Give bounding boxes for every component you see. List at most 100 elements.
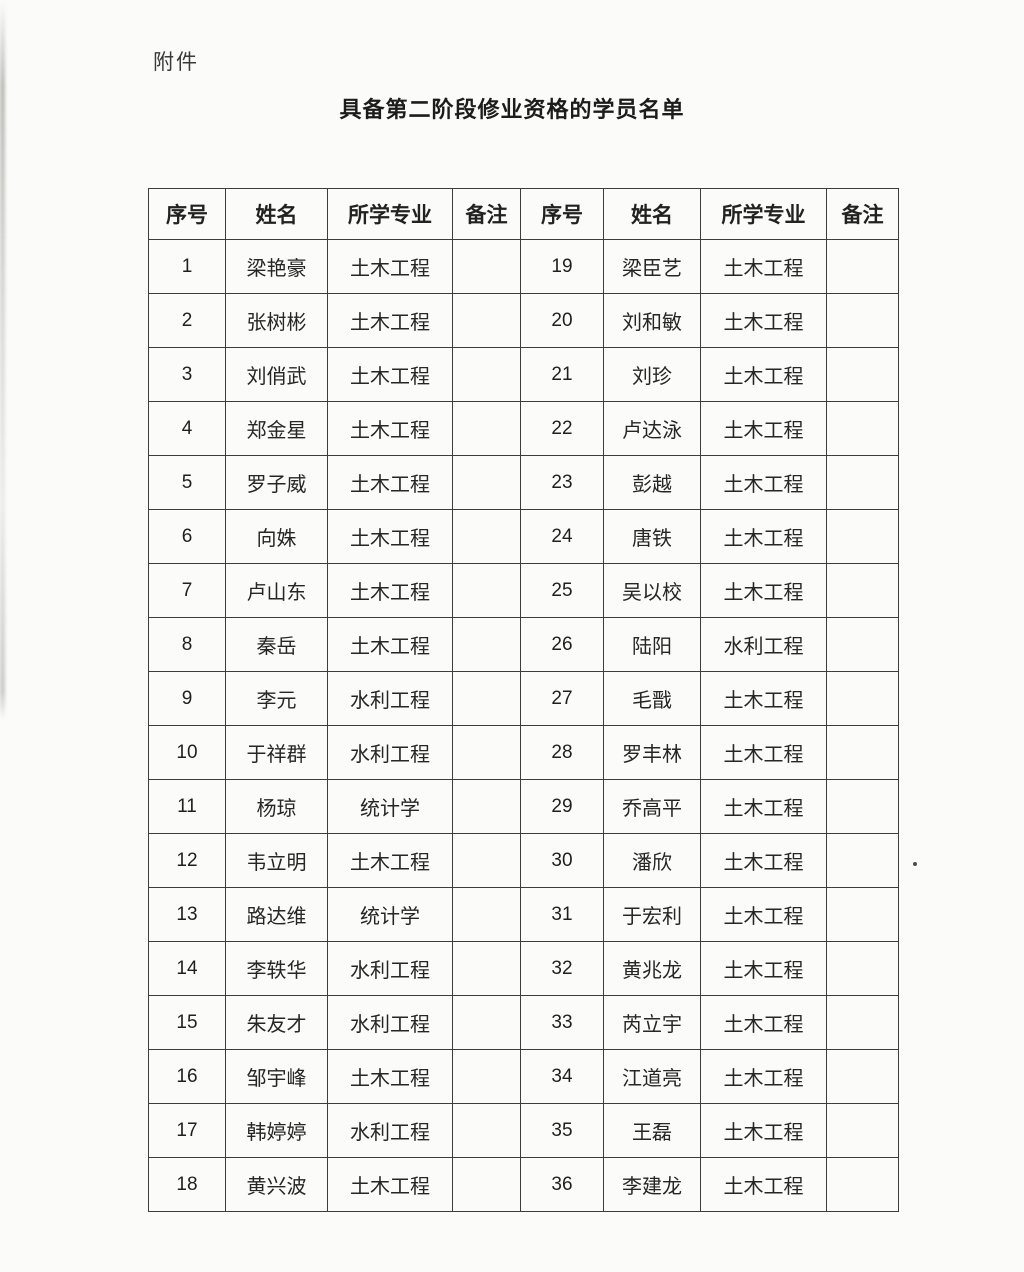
student-name-right: 黄兆龙	[603, 941, 701, 996]
major-left: 土木工程	[327, 1157, 453, 1212]
major-right: 土木工程	[700, 1103, 827, 1158]
note-right	[826, 617, 899, 672]
student-name-right: 陆阳	[603, 617, 701, 672]
row-number-left: 4	[148, 401, 226, 456]
major-left: 统计学	[327, 887, 453, 942]
student-name-left: 秦岳	[225, 617, 328, 672]
major-right: 土木工程	[700, 779, 827, 834]
note-left	[452, 671, 521, 726]
student-name-right: 李建龙	[603, 1157, 701, 1212]
student-name-right: 罗丰林	[603, 725, 701, 780]
row-number-right: 28	[520, 725, 604, 780]
major-right: 土木工程	[700, 509, 827, 564]
row-number-left: 13	[148, 887, 226, 942]
row-number-right: 24	[520, 509, 604, 564]
student-name-right: 毛戬	[603, 671, 701, 726]
student-name-left: 梁艳豪	[225, 239, 328, 294]
major-left: 土木工程	[327, 455, 453, 510]
student-name-left: 张树彬	[225, 293, 328, 348]
major-right: 土木工程	[700, 347, 827, 402]
note-right	[826, 1103, 899, 1158]
note-left	[452, 347, 521, 402]
table-row: 5 罗子威 土木工程 23 彭越 土木工程	[148, 455, 899, 510]
note-right	[826, 725, 899, 780]
note-left	[452, 779, 521, 834]
note-left	[452, 401, 521, 456]
major-left: 水利工程	[327, 671, 453, 726]
note-left	[452, 1049, 521, 1104]
row-number-left: 16	[148, 1049, 226, 1104]
student-name-right: 梁臣艺	[603, 239, 701, 294]
row-number-left: 12	[148, 833, 226, 888]
student-name-left: 李元	[225, 671, 328, 726]
student-name-left: 于祥群	[225, 725, 328, 780]
note-right	[826, 1157, 899, 1212]
page-title: 具备第二阶段修业资格的学员名单	[339, 97, 685, 122]
major-right: 土木工程	[700, 995, 827, 1050]
row-number-right: 21	[520, 347, 604, 402]
major-right: 土木工程	[700, 887, 827, 942]
scan-artifact-left-edge	[0, 0, 5, 720]
note-left	[452, 941, 521, 996]
col-header-note-left: 备注	[452, 188, 521, 240]
major-left: 土木工程	[327, 347, 453, 402]
note-right	[826, 995, 899, 1050]
row-number-left: 2	[148, 293, 226, 348]
major-left: 土木工程	[327, 1049, 453, 1104]
col-header-number-left: 序号	[148, 188, 226, 240]
student-name-left: 杨琼	[225, 779, 328, 834]
col-header-number-right: 序号	[520, 188, 604, 240]
student-name-right: 乔高平	[603, 779, 701, 834]
note-right	[826, 887, 899, 942]
major-right: 土木工程	[700, 1157, 827, 1212]
student-name-right: 刘和敏	[603, 293, 701, 348]
table-row: 13 路达维 统计学 31 于宏利 土木工程	[148, 887, 899, 942]
major-right: 土木工程	[700, 833, 827, 888]
major-left: 土木工程	[327, 239, 453, 294]
student-name-left: 路达维	[225, 887, 328, 942]
student-name-left: 黄兴波	[225, 1157, 328, 1212]
major-right: 土木工程	[700, 563, 827, 618]
note-right	[826, 833, 899, 888]
note-right	[826, 1049, 899, 1104]
student-name-left: 邹宇峰	[225, 1049, 328, 1104]
attachment-label: 附件	[153, 50, 199, 74]
student-name-right: 吴以校	[603, 563, 701, 618]
note-right	[826, 239, 899, 294]
table-row: 3 刘俏武 土木工程 21 刘珍 土木工程	[148, 347, 899, 402]
row-number-right: 26	[520, 617, 604, 672]
major-right: 土木工程	[700, 293, 827, 348]
table-row: 17 韩婷婷 水利工程 35 王磊 土木工程	[148, 1103, 899, 1158]
major-left: 土木工程	[327, 563, 453, 618]
col-header-major-left: 所学专业	[327, 188, 453, 240]
student-name-right: 刘珍	[603, 347, 701, 402]
row-number-right: 27	[520, 671, 604, 726]
row-number-right: 25	[520, 563, 604, 618]
note-left	[452, 1103, 521, 1158]
table-body: 1 梁艳豪 土木工程 19 梁臣艺 土木工程 2 张树彬 土木工程 20 刘和敏 土木工程 3 刘俏武 土木…	[148, 239, 899, 1212]
row-number-left: 8	[148, 617, 226, 672]
row-number-right: 33	[520, 995, 604, 1050]
student-name-right: 江道亮	[603, 1049, 701, 1104]
note-left	[452, 833, 521, 888]
major-left: 水利工程	[327, 995, 453, 1050]
student-name-left: 刘俏武	[225, 347, 328, 402]
note-left	[452, 455, 521, 510]
note-right	[826, 509, 899, 564]
major-right: 土木工程	[700, 401, 827, 456]
row-number-right: 29	[520, 779, 604, 834]
scan-artifact-dot	[913, 862, 917, 866]
row-number-right: 30	[520, 833, 604, 888]
table-row: 1 梁艳豪 土木工程 19 梁臣艺 土木工程	[148, 239, 899, 294]
table-row: 16 邹宇峰 土木工程 34 江道亮 土木工程	[148, 1049, 899, 1104]
table-row: 10 于祥群 水利工程 28 罗丰林 土木工程	[148, 725, 899, 780]
student-name-left: 向姝	[225, 509, 328, 564]
note-left	[452, 725, 521, 780]
major-left: 土木工程	[327, 509, 453, 564]
row-number-right: 31	[520, 887, 604, 942]
col-header-name-right: 姓名	[603, 188, 701, 240]
row-number-right: 20	[520, 293, 604, 348]
student-name-right: 于宏利	[603, 887, 701, 942]
row-number-left: 17	[148, 1103, 226, 1158]
